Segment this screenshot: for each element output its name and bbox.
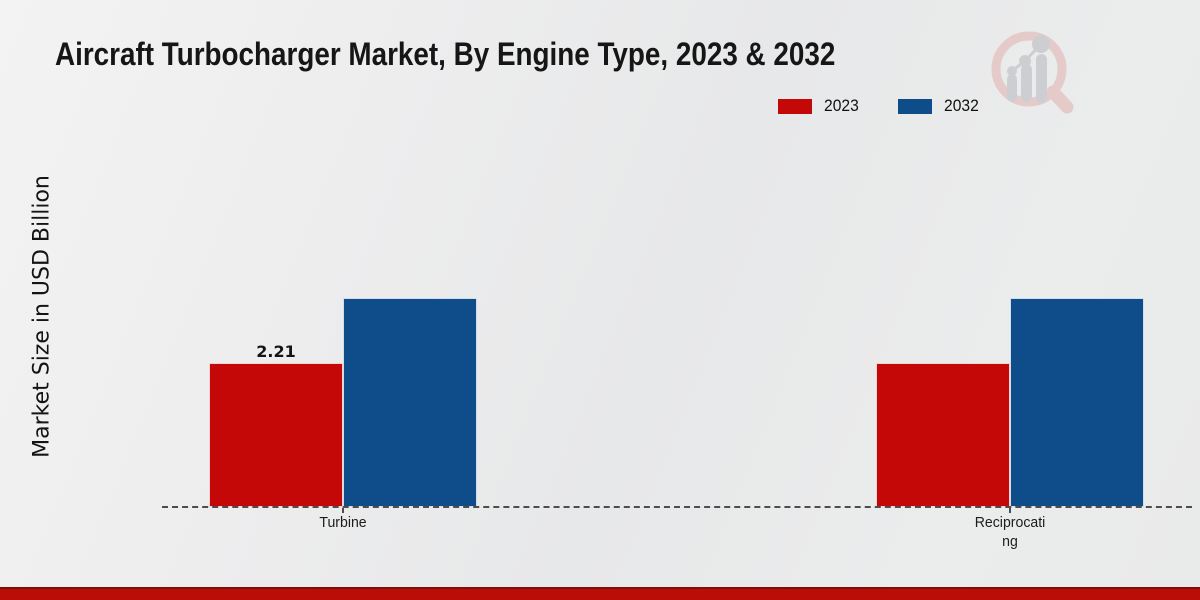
legend-item-2023: 2023 (778, 96, 862, 116)
legend-swatch-2023 (778, 98, 812, 114)
category-label-turbine: Turbine (319, 514, 367, 531)
x-axis-tick-turbine (342, 508, 344, 513)
bar-2023-turbine (209, 363, 343, 507)
category-label-reciprocating: Reciprocati ng (974, 514, 1046, 550)
x-axis-tick-reciprocating (1009, 508, 1011, 513)
bottom-accent-strip (0, 587, 1200, 600)
bar-2032-turbine (343, 298, 477, 507)
legend-label-2023: 2023 (824, 96, 859, 115)
magnifier-bar-chart-logo-icon (991, 31, 1074, 114)
bar-2032-reciprocating (1010, 298, 1144, 507)
chart-title: Aircraft Turbocharger Market, By Engine … (55, 36, 836, 72)
bar-value-label: 2.21 (256, 342, 296, 361)
legend: 2023 2032 (778, 96, 982, 116)
legend-label-2032: 2032 (943, 96, 979, 115)
bar-2023-reciprocating (876, 363, 1010, 507)
x-axis-baseline (162, 506, 1192, 508)
legend-swatch-2032 (897, 98, 932, 114)
legend-item-2032: 2032 (897, 96, 982, 116)
